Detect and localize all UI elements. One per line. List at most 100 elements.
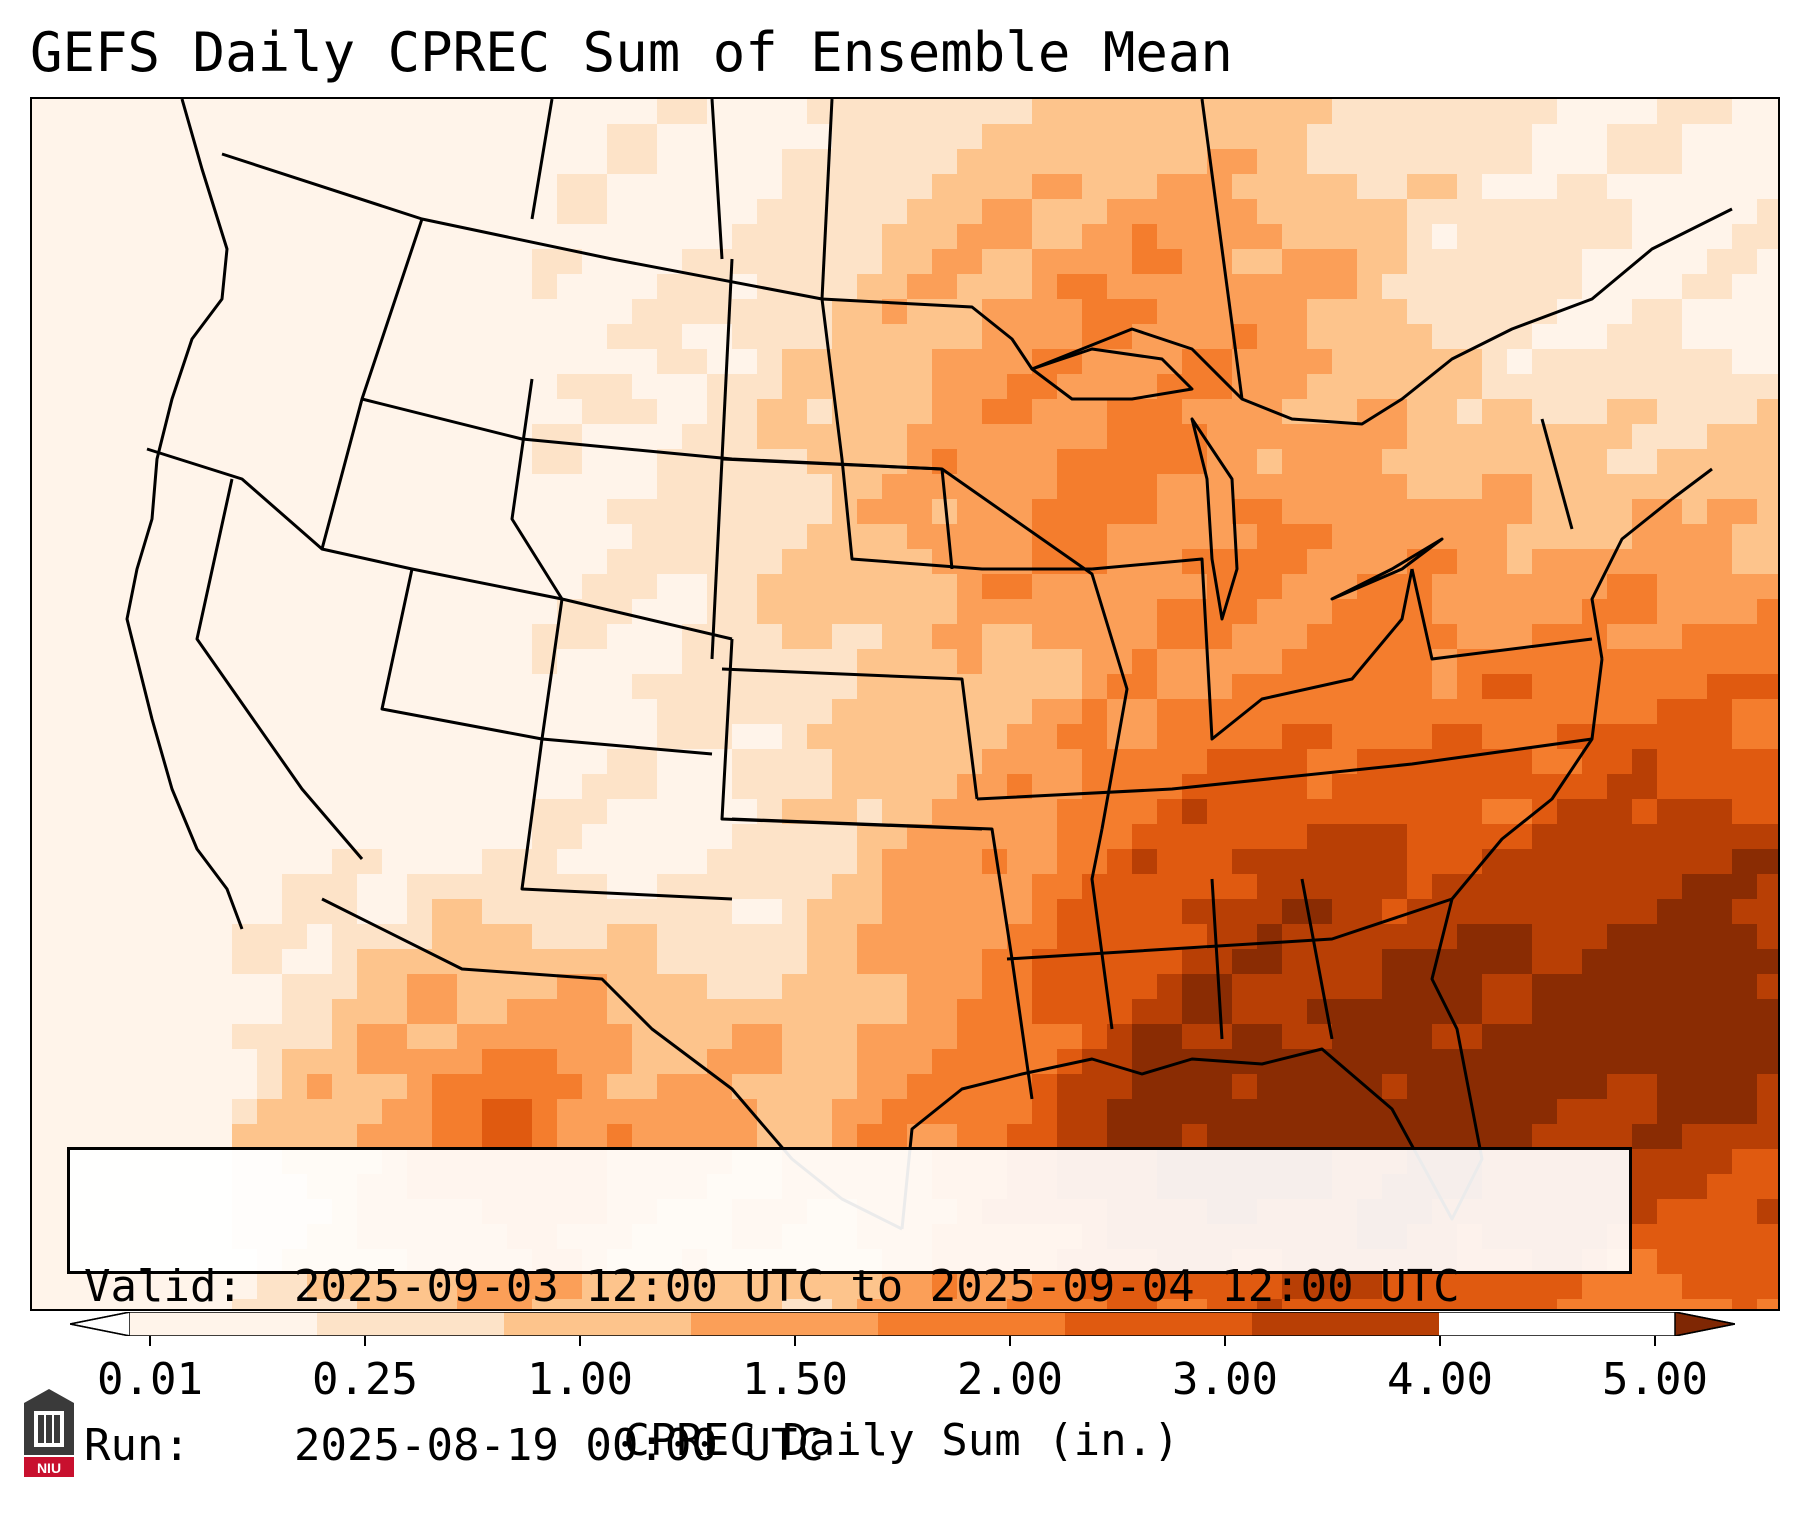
precip-cell <box>1632 999 1658 1025</box>
precip-cell <box>1757 624 1778 650</box>
precip-cell <box>482 349 508 375</box>
precip-cell <box>1382 449 1408 475</box>
precip-cell <box>257 1024 283 1050</box>
precip-cell <box>232 849 258 875</box>
precip-cell <box>557 1049 583 1075</box>
precip-cell <box>107 474 133 500</box>
precip-cell <box>1182 249 1208 275</box>
precip-cell <box>757 99 783 125</box>
precip-cell <box>657 274 683 300</box>
precip-cell <box>857 424 883 450</box>
precip-cell <box>507 624 533 650</box>
precip-cell <box>332 574 358 600</box>
precip-cell <box>682 524 708 550</box>
precip-cell <box>1657 1299 1683 1309</box>
precip-cell <box>1632 99 1658 125</box>
precip-cell <box>1457 749 1483 775</box>
precip-cell <box>1432 99 1458 125</box>
precip-cell <box>932 799 958 825</box>
precip-cell <box>632 274 658 300</box>
precip-cell <box>657 599 683 625</box>
precip-cell <box>907 1024 933 1050</box>
precip-cell <box>32 674 58 700</box>
precip-cell <box>1082 174 1108 200</box>
precip-cell <box>332 249 358 275</box>
precip-cell <box>1432 124 1458 150</box>
precip-cell <box>1682 499 1708 525</box>
precip-cell <box>532 949 558 975</box>
precip-cell <box>607 699 633 725</box>
precip-cell <box>1657 1049 1683 1075</box>
precip-cell <box>507 99 533 125</box>
precip-cell <box>982 599 1008 625</box>
precip-cell <box>82 699 108 725</box>
precip-cell <box>857 399 883 425</box>
precip-cell <box>32 499 58 525</box>
precip-cell <box>1157 199 1183 225</box>
precip-cell <box>607 524 633 550</box>
precip-cell <box>882 99 908 125</box>
precip-cell <box>232 574 258 600</box>
precip-cell <box>807 899 833 925</box>
precip-cell <box>1632 374 1658 400</box>
precip-cell <box>132 174 158 200</box>
precip-cell <box>182 1074 208 1100</box>
precip-cell <box>1682 1174 1708 1200</box>
precip-cell <box>1282 149 1308 175</box>
colorbar-segment <box>691 1312 878 1336</box>
precip-cell <box>557 699 583 725</box>
precip-cell <box>1657 1124 1683 1150</box>
precip-cell <box>1757 474 1778 500</box>
precip-cell <box>1282 849 1308 875</box>
precip-cell <box>432 549 458 575</box>
precip-cell <box>482 799 508 825</box>
precip-cell <box>1732 499 1758 525</box>
precip-cell <box>1182 1124 1208 1150</box>
precip-cell <box>32 749 58 775</box>
precip-cell <box>757 324 783 350</box>
precip-cell <box>782 1099 808 1125</box>
precip-cell <box>432 1299 458 1309</box>
precip-cell <box>1707 1249 1733 1275</box>
precip-cell <box>882 774 908 800</box>
precip-cell <box>1682 1074 1708 1100</box>
precip-cell <box>82 524 108 550</box>
precip-cell <box>1732 699 1758 725</box>
precip-cell <box>782 949 808 975</box>
precip-cell <box>1057 149 1083 175</box>
precip-cell <box>357 999 383 1025</box>
precip-cell <box>882 1274 908 1300</box>
precip-cell <box>1507 1049 1533 1075</box>
precip-cell <box>257 174 283 200</box>
precip-cell <box>632 474 658 500</box>
precip-cell <box>1007 849 1033 875</box>
colorbar-segment <box>504 1312 691 1336</box>
precip-cell <box>1582 874 1608 900</box>
precip-cell <box>707 1049 733 1075</box>
precip-cell <box>1332 1024 1358 1050</box>
precip-cell <box>1707 699 1733 725</box>
precip-cell <box>282 549 308 575</box>
precip-cell <box>557 124 583 150</box>
precip-cell <box>1232 774 1258 800</box>
precip-cell <box>982 324 1008 350</box>
precip-cell <box>1732 774 1758 800</box>
precip-cell <box>1507 149 1533 175</box>
precip-cell <box>1457 524 1483 550</box>
precip-cell <box>1132 399 1158 425</box>
canada-province-1 <box>530 99 554 220</box>
precip-cell <box>1382 474 1408 500</box>
colorbar-segment <box>1252 1312 1439 1336</box>
precip-cell <box>1657 599 1683 625</box>
precip-cell <box>1182 499 1208 525</box>
precip-cell <box>382 874 408 900</box>
precip-cell <box>1332 799 1358 825</box>
colorbar-tick-label: 1.00 <box>527 1354 633 1405</box>
precip-cell <box>1707 349 1733 375</box>
precip-cell <box>1082 124 1108 150</box>
precip-cell <box>657 524 683 550</box>
precip-cell <box>957 249 983 275</box>
precip-cell <box>632 124 658 150</box>
precip-cell <box>1332 499 1358 525</box>
precip-cell <box>232 799 258 825</box>
